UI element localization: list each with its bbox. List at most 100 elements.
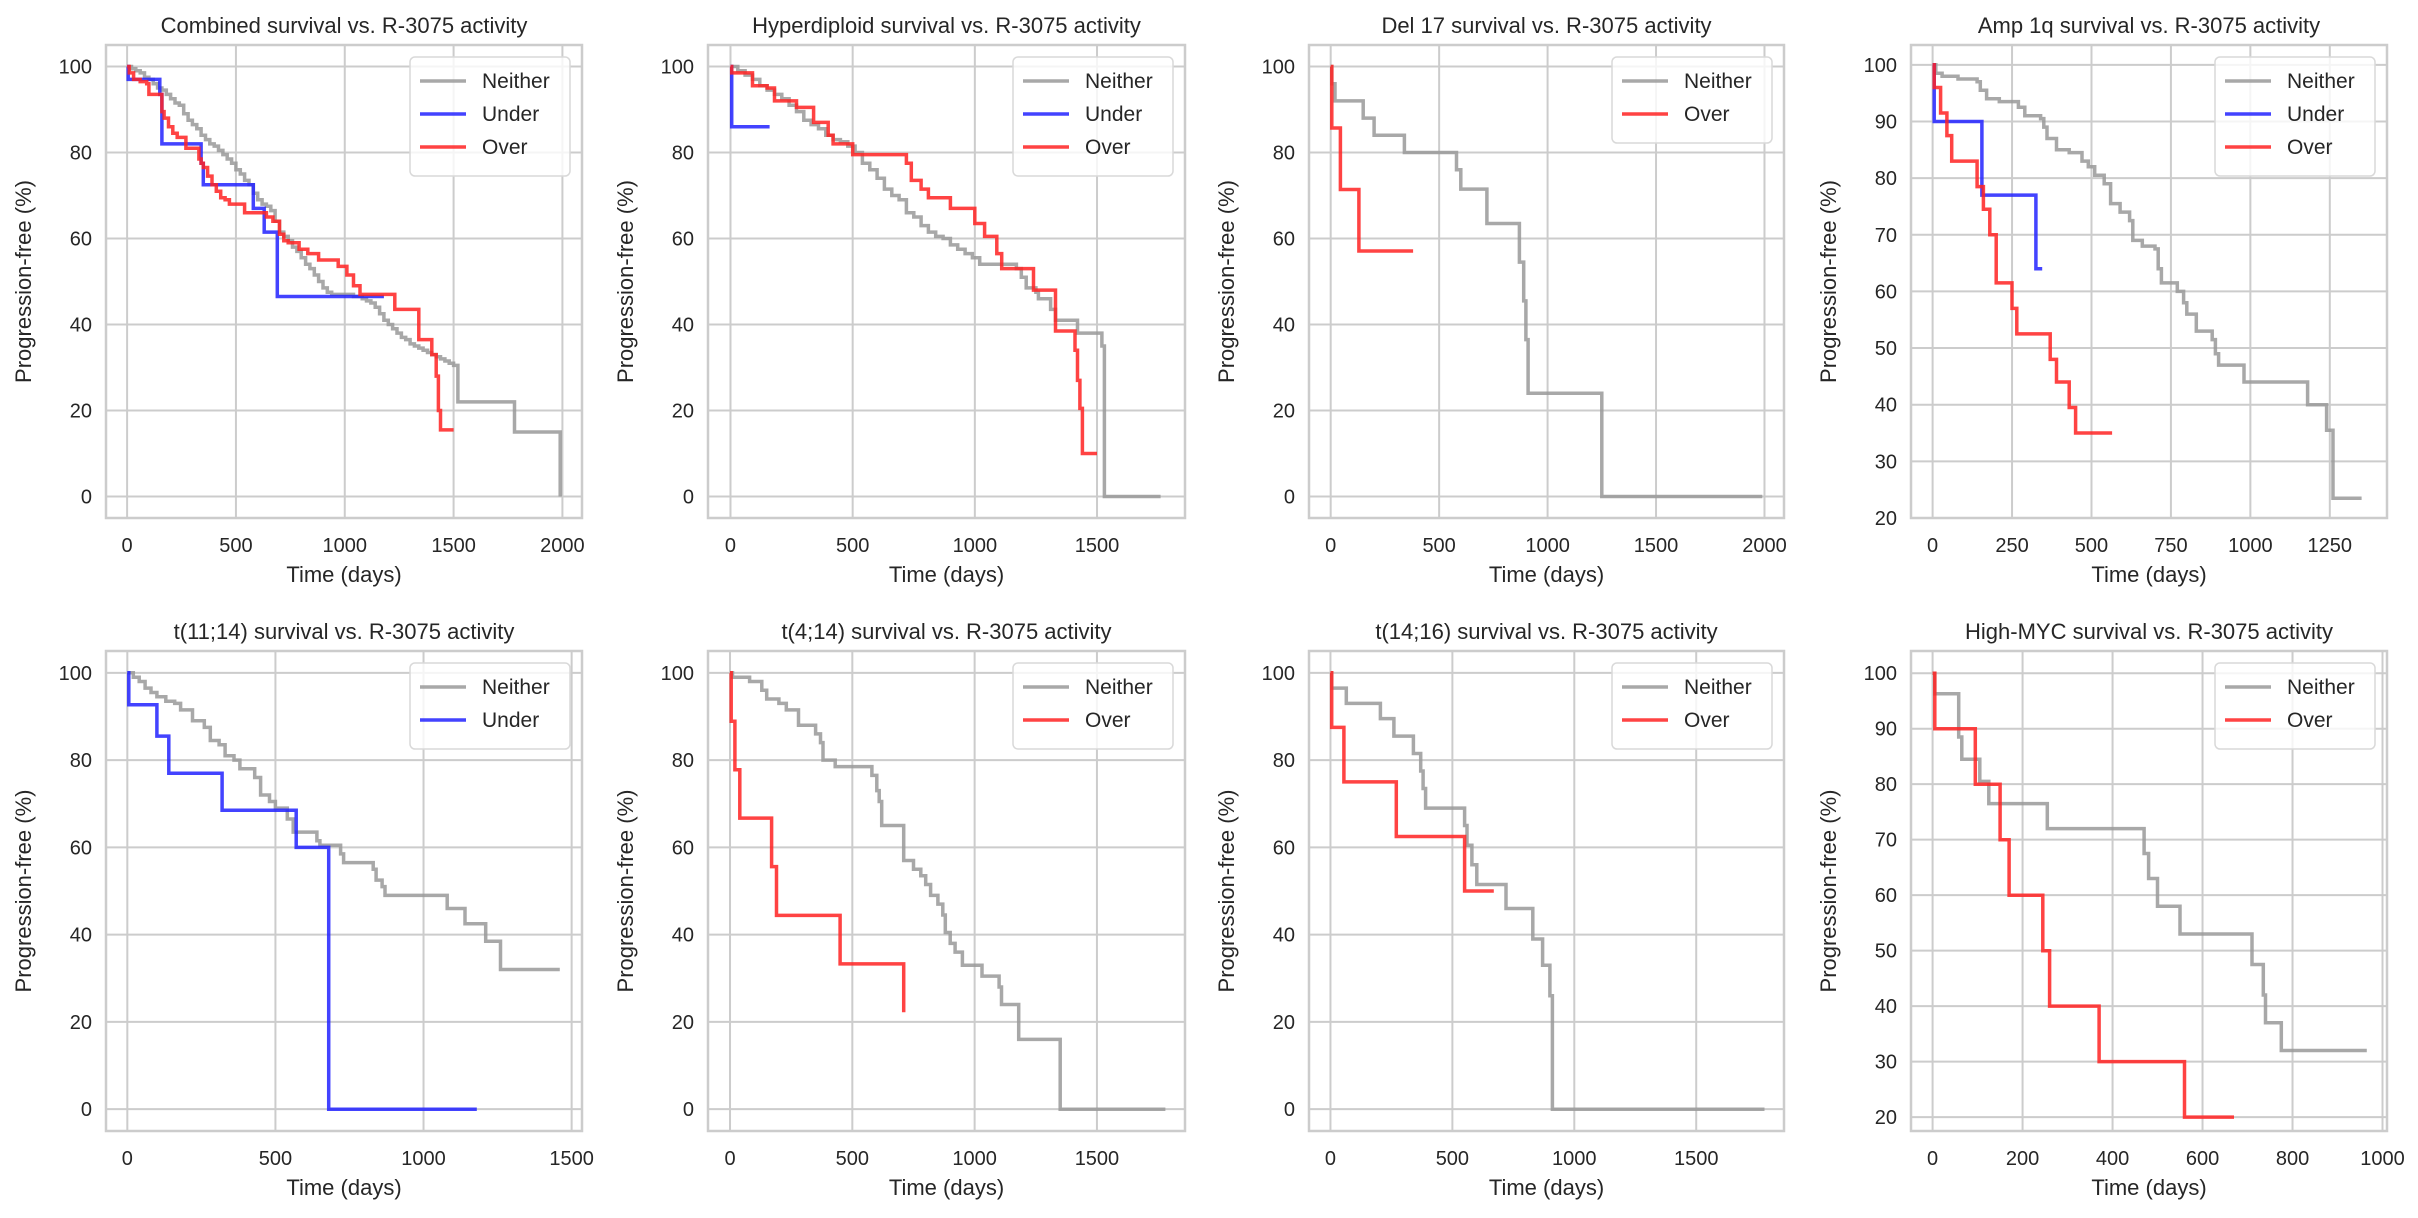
legend-box xyxy=(1012,662,1174,750)
series-over-line xyxy=(1932,671,2234,1119)
subplot-title: t(14;16) survival vs. R-3075 activity xyxy=(1375,619,1717,644)
subplot-6: 0 500 1000 1500 0 20 40 60 80 100 t(4;14) survival… xyxy=(613,619,1187,1200)
subplot-7: 0 500 1000 1500 0 20 40 60 80 100 t(14;16) surviva… xyxy=(1214,619,1786,1200)
legend-label: Neither xyxy=(1085,70,1153,93)
y-tick-label: 40 xyxy=(672,925,694,947)
y-tick-label: 100 xyxy=(661,57,694,79)
x-tick-label: 0 xyxy=(1927,1148,1938,1170)
subplot-title: Hyperdiploid survival vs. R-3075 activit… xyxy=(752,13,1141,38)
x-tick-label: 1500 xyxy=(1674,1148,1719,1170)
subplot-2: 0 500 1000 1500 0 20 40 60 80 100 Hyperdiploid sur… xyxy=(613,13,1187,587)
y-axis-label: Progression-free (%) xyxy=(1816,790,1841,993)
x-tick-label: 1500 xyxy=(1075,535,1120,557)
y-tick-label: 40 xyxy=(1273,925,1295,947)
y-tick-label: 100 xyxy=(59,663,92,685)
series-under-line xyxy=(127,671,477,1111)
y-tick-label: 0 xyxy=(683,487,694,509)
legend-label: Under xyxy=(482,103,539,126)
x-tick-label: 750 xyxy=(2154,535,2187,557)
subplot-4: 0 250 500 750 1000 1250 20 30 40 50 60 70 80 90 100 Amp… xyxy=(1816,13,2389,587)
legend-label: Neither xyxy=(2287,676,2355,699)
axes-frame xyxy=(1909,43,2389,520)
legend-label: Under xyxy=(482,709,539,732)
legend: Neither Under Over xyxy=(2214,56,2376,177)
legend-label: Over xyxy=(1085,709,1131,732)
y-tick-label: 60 xyxy=(672,229,694,251)
y-tick-label: 20 xyxy=(70,1012,92,1034)
legend-label: Over xyxy=(2287,709,2333,732)
y-tick-label: 60 xyxy=(1273,229,1295,251)
y-tick-label: 100 xyxy=(1864,55,1897,77)
series-over-line xyxy=(729,64,1097,456)
legend-box xyxy=(409,662,571,750)
series-neither-line xyxy=(127,64,562,497)
legend-label: Neither xyxy=(1684,70,1752,93)
y-tick-label: 40 xyxy=(1273,315,1295,337)
subplot-title: t(11;14) survival vs. R-3075 activity xyxy=(174,619,515,644)
y-tick-label: 80 xyxy=(672,143,694,165)
x-tick-label: 2000 xyxy=(540,535,585,557)
x-tick-label: 500 xyxy=(836,535,869,557)
legend-label: Over xyxy=(1085,136,1131,159)
y-tick-label: 70 xyxy=(1875,830,1897,852)
series-neither-line xyxy=(1932,63,2362,500)
x-tick-label: 0 xyxy=(1325,1148,1336,1170)
x-tick-label: 1500 xyxy=(549,1148,594,1170)
y-tick-label: 0 xyxy=(1284,487,1295,509)
x-axis-label: Time (days) xyxy=(2091,562,2206,587)
subplot-title: Amp 1q survival vs. R-3075 activity xyxy=(1978,13,2320,38)
y-tick-label: 80 xyxy=(70,143,92,165)
legend: Neither Under xyxy=(409,662,571,750)
series-neither-line xyxy=(730,671,1166,1111)
x-axis-label: Time (days) xyxy=(286,562,401,587)
series-over-line xyxy=(127,64,454,432)
y-tick-label: 20 xyxy=(1875,1107,1897,1129)
x-tick-label: 0 xyxy=(724,1148,735,1170)
y-tick-label: 0 xyxy=(683,1099,694,1121)
y-tick-label: 60 xyxy=(70,837,92,859)
x-tick-label: 200 xyxy=(2006,1148,2039,1170)
x-tick-label: 2000 xyxy=(1742,535,1787,557)
x-tick-label: 0 xyxy=(122,535,133,557)
series-neither-line xyxy=(1329,671,1765,1111)
axes-frame xyxy=(104,649,584,1133)
y-tick-label: 0 xyxy=(81,1099,92,1121)
x-tick-label: 1000 xyxy=(1525,535,1570,557)
x-tick-label: 1000 xyxy=(952,1148,997,1170)
x-tick-label: 0 xyxy=(1325,535,1336,557)
series-over-line xyxy=(1932,63,2113,435)
y-tick-label: 100 xyxy=(1262,57,1295,79)
y-tick-label: 40 xyxy=(1875,395,1897,417)
axes-frame xyxy=(706,43,1187,520)
x-axis-label: Time (days) xyxy=(1489,1175,1604,1200)
y-tick-label: 60 xyxy=(1875,885,1897,907)
y-axis-label: Progression-free (%) xyxy=(11,180,36,383)
y-tick-label: 80 xyxy=(1273,750,1295,772)
axes-frame xyxy=(1307,43,1786,520)
y-tick-label: 80 xyxy=(70,750,92,772)
legend-label: Neither xyxy=(2287,70,2355,93)
legend: Neither Over xyxy=(1012,662,1174,750)
y-tick-label: 90 xyxy=(1875,719,1897,741)
axes-frame xyxy=(1307,649,1786,1133)
x-tick-label: 500 xyxy=(2075,535,2108,557)
legend-label: Under xyxy=(2287,103,2344,126)
y-tick-label: 20 xyxy=(672,401,694,423)
y-tick-label: 80 xyxy=(1273,143,1295,165)
y-tick-label: 40 xyxy=(70,925,92,947)
subplot-1: 0 500 1000 1500 2000 0 20 40 60 80 100 Combined sur… xyxy=(11,13,585,587)
y-tick-label: 30 xyxy=(1875,1052,1897,1074)
y-tick-label: 20 xyxy=(1875,508,1897,530)
x-axis-label: Time (days) xyxy=(1489,562,1604,587)
legend: Neither Under Over xyxy=(409,56,571,177)
legend-label: Over xyxy=(482,136,528,159)
legend: Neither Under Over xyxy=(1012,56,1174,177)
y-tick-label: 90 xyxy=(1875,111,1897,133)
legend-label: Over xyxy=(1684,709,1730,732)
y-tick-label: 100 xyxy=(1864,663,1897,685)
y-tick-label: 30 xyxy=(1875,451,1897,473)
x-axis-label: Time (days) xyxy=(889,562,1004,587)
legend-label: Neither xyxy=(1085,676,1153,699)
x-tick-label: 1500 xyxy=(431,535,476,557)
